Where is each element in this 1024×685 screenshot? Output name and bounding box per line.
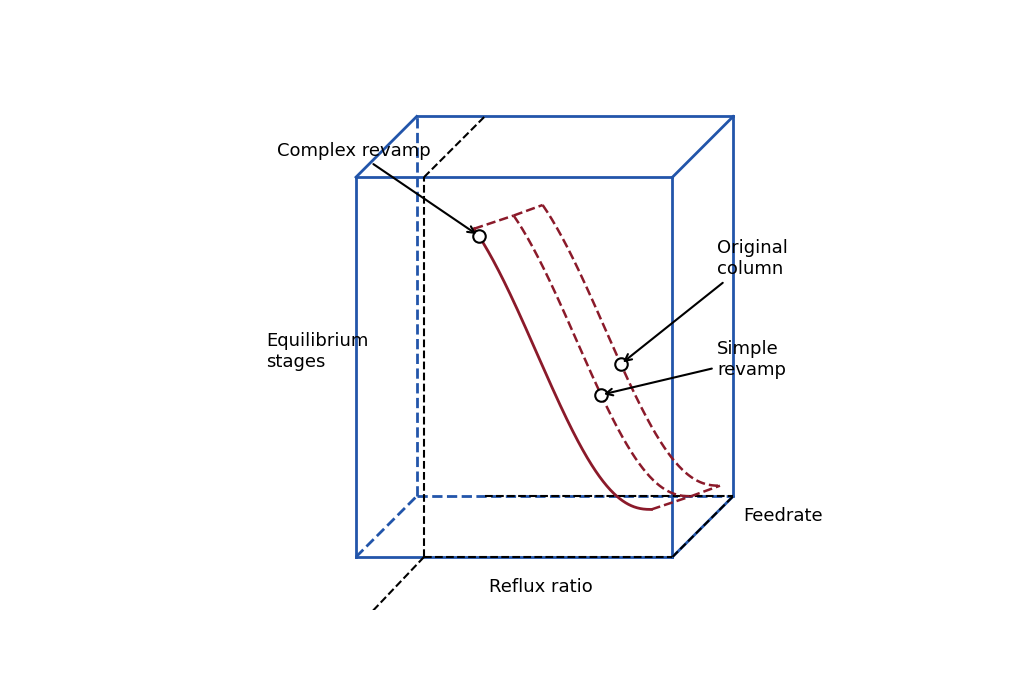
- Text: Original
column: Original column: [625, 240, 788, 361]
- Text: Simple
revamp: Simple revamp: [606, 340, 786, 395]
- Text: Complex revamp: Complex revamp: [276, 142, 474, 233]
- Text: Reflux ratio: Reflux ratio: [488, 578, 593, 597]
- Text: Equilibrium
stages: Equilibrium stages: [266, 332, 369, 371]
- Text: Feedrate: Feedrate: [743, 507, 823, 525]
